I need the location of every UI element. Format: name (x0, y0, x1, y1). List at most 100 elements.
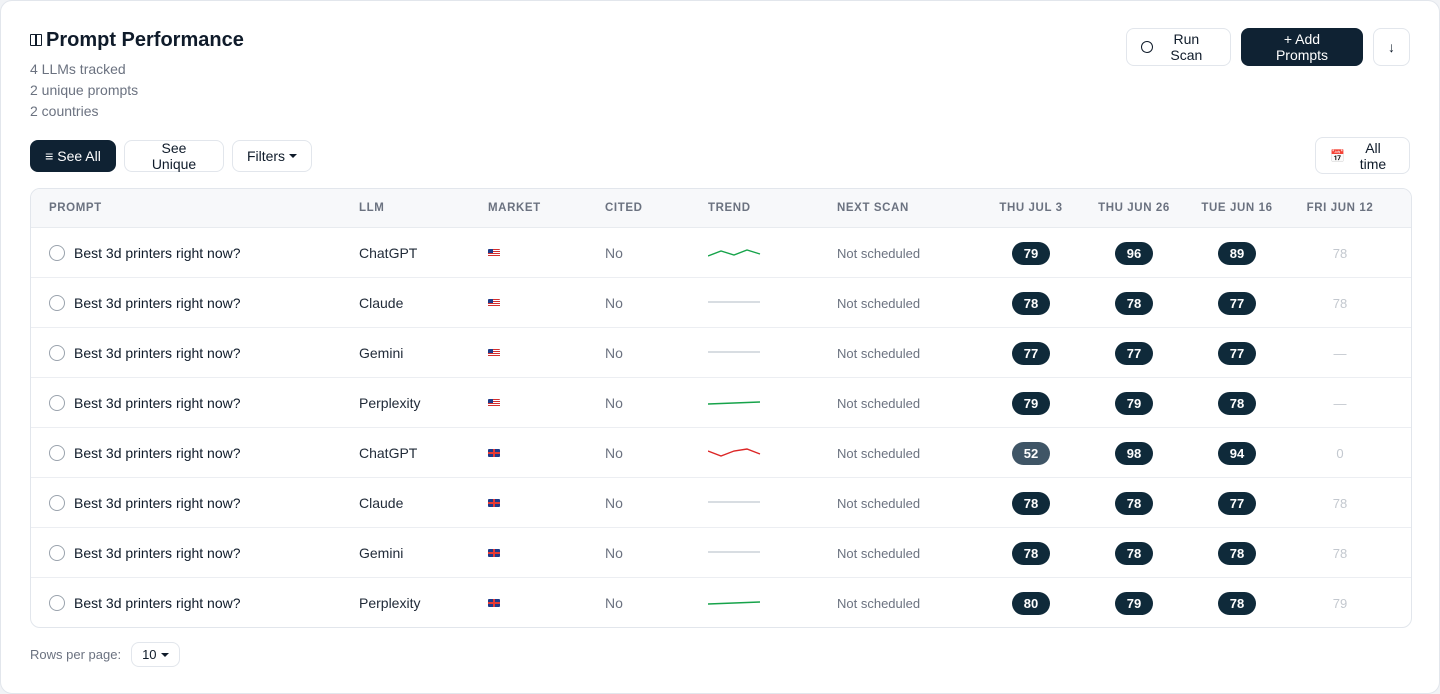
row-select-radio[interactable] (49, 395, 65, 411)
table-row[interactable]: Best 3d printers right now? Perplexity N… (31, 378, 1411, 428)
score-faint: 79 (1332, 595, 1348, 611)
col-date-2[interactable]: THU JUN 26 (1098, 202, 1170, 214)
cited-value: No (605, 545, 623, 561)
score-faint: 78 (1332, 295, 1348, 311)
score-cell: 89 (1187, 228, 1287, 278)
chevron-down-icon (160, 652, 169, 657)
add-prompts-button[interactable]: + Add Prompts (1241, 28, 1363, 66)
next-scan-value: Not scheduled (837, 295, 921, 311)
trend-sparkline (708, 448, 761, 457)
gb-flag-icon (488, 599, 500, 607)
trend-cell (708, 378, 762, 428)
market-cell (488, 478, 500, 528)
prompt-text[interactable]: Best 3d printers right now? (74, 495, 241, 511)
gb-flag-icon (488, 499, 500, 507)
prompt-text[interactable]: Best 3d printers right now? (74, 395, 241, 411)
table-row[interactable]: Best 3d printers right now? ChatGPT No N… (31, 428, 1411, 478)
row-select-cell (49, 478, 65, 528)
score-cell: 78 (1084, 478, 1184, 528)
score-pill: 79 (1012, 241, 1050, 265)
score-pill: 77 (1218, 491, 1256, 515)
trend-sparkline (708, 301, 760, 303)
filters-button[interactable]: Filters (232, 140, 312, 172)
rows-per-page-label: Rows per page: (30, 647, 122, 662)
row-select-radio[interactable] (49, 295, 65, 311)
score-cell: 79 (1084, 578, 1184, 627)
table-row[interactable]: Best 3d printers right now? Claude No No… (31, 278, 1411, 328)
market-cell (488, 578, 500, 627)
run-scan-button[interactable]: Run Scan (1126, 28, 1231, 66)
score-pill: 78 (1012, 291, 1050, 315)
col-date-1[interactable]: THU JUL 3 (999, 202, 1063, 214)
table-row[interactable]: Best 3d printers right now? Claude No No… (31, 478, 1411, 528)
table-row[interactable]: Best 3d printers right now? Gemini No No… (31, 328, 1411, 378)
chevron-down-icon (289, 154, 298, 158)
cited-value: No (605, 345, 623, 361)
pagination: Rows per page: 10 (30, 642, 180, 667)
table-row[interactable]: Best 3d printers right now? Gemini No No… (31, 528, 1411, 578)
date-range-button[interactable]: 📅 All time (1315, 137, 1410, 174)
row-select-radio[interactable] (49, 445, 65, 461)
score-faint: 78 (1332, 495, 1348, 511)
trend-cell (708, 578, 762, 627)
us-flag-icon (488, 399, 500, 407)
col-next-scan[interactable]: NEXT SCAN (837, 202, 909, 214)
market-cell (488, 228, 500, 278)
gb-flag-icon (488, 449, 500, 457)
row-select-radio[interactable] (49, 595, 65, 611)
market-cell (488, 378, 500, 428)
cited-value: No (605, 295, 623, 311)
download-button[interactable]: ↓ (1373, 28, 1410, 66)
score-cell: 98 (1084, 428, 1184, 478)
llm-name: ChatGPT (359, 245, 418, 261)
llm-name: Perplexity (359, 395, 421, 411)
llm-name: ChatGPT (359, 445, 418, 461)
score-pill: 78 (1218, 591, 1256, 615)
prompt-text[interactable]: Best 3d printers right now? (74, 245, 241, 261)
next-scan-value: Not scheduled (837, 545, 921, 561)
prompt-text[interactable]: Best 3d printers right now? (74, 295, 241, 311)
table-row[interactable]: Best 3d printers right now? ChatGPT No N… (31, 228, 1411, 278)
prompt-text[interactable]: Best 3d printers right now? (74, 445, 241, 461)
score-cell: 52 (981, 428, 1081, 478)
col-market[interactable]: MARKET (488, 202, 541, 214)
col-trend[interactable]: TREND (708, 202, 751, 214)
rows-per-page-select[interactable]: 10 (131, 642, 180, 667)
gb-flag-icon (488, 549, 500, 557)
row-select-radio[interactable] (49, 545, 65, 561)
trend-sparkline (708, 601, 761, 605)
col-llm[interactable]: LLM (359, 202, 385, 214)
score-faint: 78 (1332, 545, 1348, 561)
row-select-radio[interactable] (49, 495, 65, 511)
col-prompt[interactable]: PROMPT (49, 202, 102, 214)
row-select-radio[interactable] (49, 245, 65, 261)
cited-value: No (605, 445, 623, 461)
circle-icon (1141, 41, 1153, 53)
score-cell: 94 (1187, 428, 1287, 478)
row-select-cell (49, 278, 65, 328)
row-select-cell (49, 528, 65, 578)
col-date-3[interactable]: TUE JUN 16 (1201, 202, 1273, 214)
see-unique-button[interactable]: See Unique (124, 140, 224, 172)
score-cell: 79 (981, 378, 1081, 428)
col-date-4[interactable]: FRI JUN 12 (1306, 202, 1374, 214)
row-select-radio[interactable] (49, 345, 65, 361)
score-pill: 77 (1218, 341, 1256, 365)
prompt-text[interactable]: Best 3d printers right now? (74, 345, 241, 361)
prompt-text[interactable]: Best 3d printers right now? (74, 595, 241, 611)
col-cited[interactable]: CITED (605, 202, 643, 214)
market-cell (488, 528, 500, 578)
table-body: Best 3d printers right now? ChatGPT No N… (31, 228, 1411, 627)
score-faint: — (1333, 395, 1347, 411)
score-cell: 78 (1187, 378, 1287, 428)
table-header: PROMPT LLM MARKET CITED TREND NEXT SCAN … (31, 189, 1411, 228)
trend-sparkline (708, 551, 760, 553)
prompt-text[interactable]: Best 3d printers right now? (74, 545, 241, 561)
score-pill: 79 (1115, 591, 1153, 615)
table-row[interactable]: Best 3d printers right now? Perplexity N… (31, 578, 1411, 627)
score-pill: 78 (1218, 541, 1256, 565)
calendar-icon: 📅 (1330, 148, 1345, 163)
see-all-button[interactable]: ≡ See All (30, 140, 116, 172)
view-toolbar: ≡ See All See Unique Filters (30, 140, 312, 172)
